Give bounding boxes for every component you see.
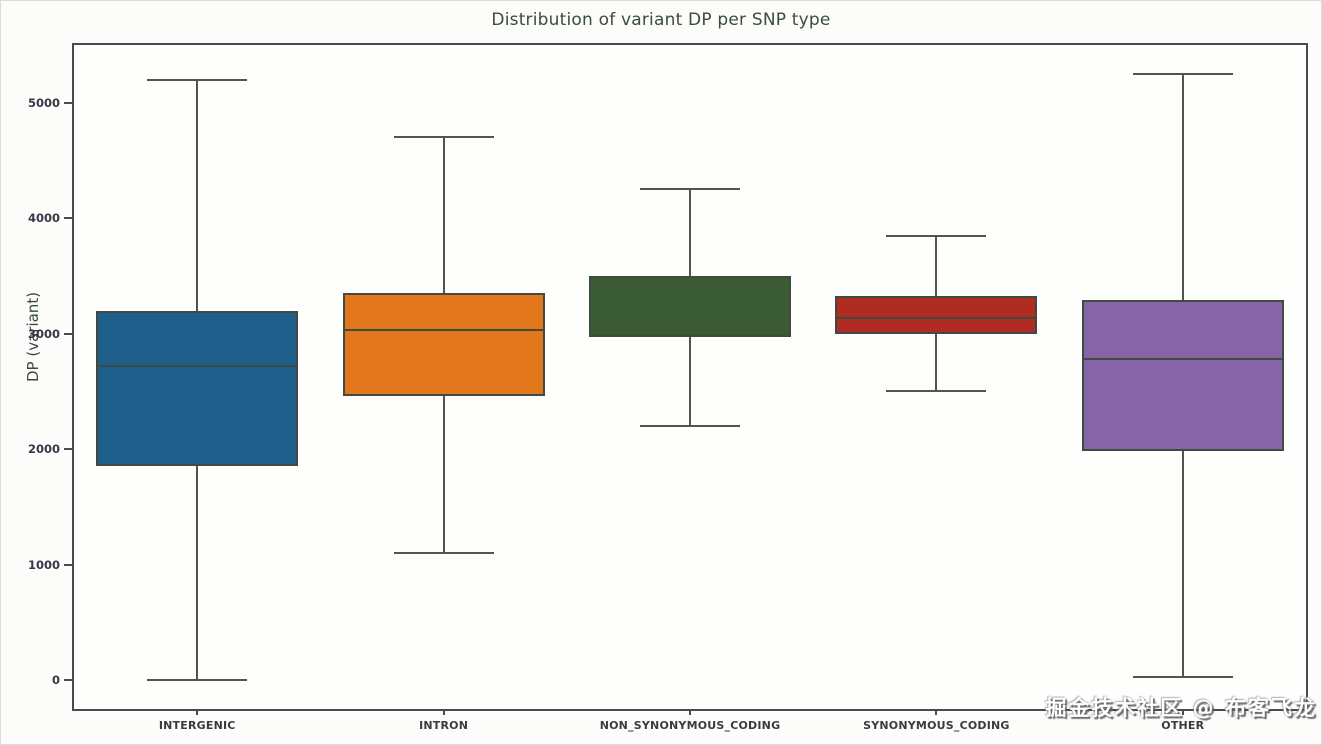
chart-title: Distribution of variant DP per SNP type (491, 10, 831, 30)
whisker-cap-bottom (393, 552, 494, 555)
y-axis-tick-label: 4000 (27, 211, 60, 226)
box-SYNONYMOUS_CODING (835, 295, 1038, 334)
whisker-cap-top (147, 78, 248, 81)
whisker-cap-bottom (147, 679, 248, 682)
median-line (837, 316, 1036, 319)
x-axis-tick-label: NON_SYNONYMOUS_CODING (599, 719, 781, 732)
x-axis-tick-label: OTHER (1161, 719, 1205, 732)
x-axis-tick (196, 709, 199, 715)
median-line (1083, 358, 1282, 361)
box-OTHER (1081, 300, 1284, 452)
plot-area: 0 1000 2000 3000 4000 5000 INTERGENIC INTRON NON… (28, 43, 1308, 732)
whisker-cap-bottom (1132, 675, 1233, 678)
y-axis-tick (64, 101, 72, 104)
y-axis-tick-label: 2000 (27, 442, 60, 457)
x-axis-tick-label: SYNONYMOUS_CODING (863, 719, 1010, 732)
box-INTERGENIC (96, 310, 299, 467)
x-axis-tick (689, 709, 691, 715)
y-axis-tick (64, 217, 72, 220)
box-NON_SYNONYMOUS_CODING (589, 275, 791, 338)
whisker-cap-top (393, 136, 494, 139)
median-line (98, 365, 297, 368)
y-axis-tick (64, 679, 72, 682)
y-axis-tick-label: 1000 (27, 557, 60, 572)
x-axis-tick-label: INTRON (419, 719, 469, 732)
y-axis-tick (64, 563, 72, 566)
whisker-cap-top (886, 234, 987, 237)
y-axis-tick-label: 0 (51, 673, 60, 688)
y-axis-tick-label: 3000 (27, 326, 60, 341)
whisker-cap-bottom (886, 390, 987, 393)
x-axis-tick (442, 709, 445, 715)
y-axis-tick (64, 448, 72, 451)
whisker-cap-bottom (640, 425, 740, 428)
whisker-cap-top (1132, 72, 1233, 75)
whisker-cap-top (640, 188, 740, 191)
x-axis-tick-label: INTERGENIC (158, 719, 236, 732)
y-axis-tick (64, 332, 72, 335)
x-axis-tick (1181, 709, 1184, 715)
x-axis-tick (935, 709, 938, 715)
y-axis-tick-label: 5000 (27, 95, 60, 110)
watermark-text: 掘金技术社区 @ 布客飞龙 (1045, 696, 1317, 720)
median-line (344, 329, 543, 332)
box-INTRON (342, 293, 545, 397)
